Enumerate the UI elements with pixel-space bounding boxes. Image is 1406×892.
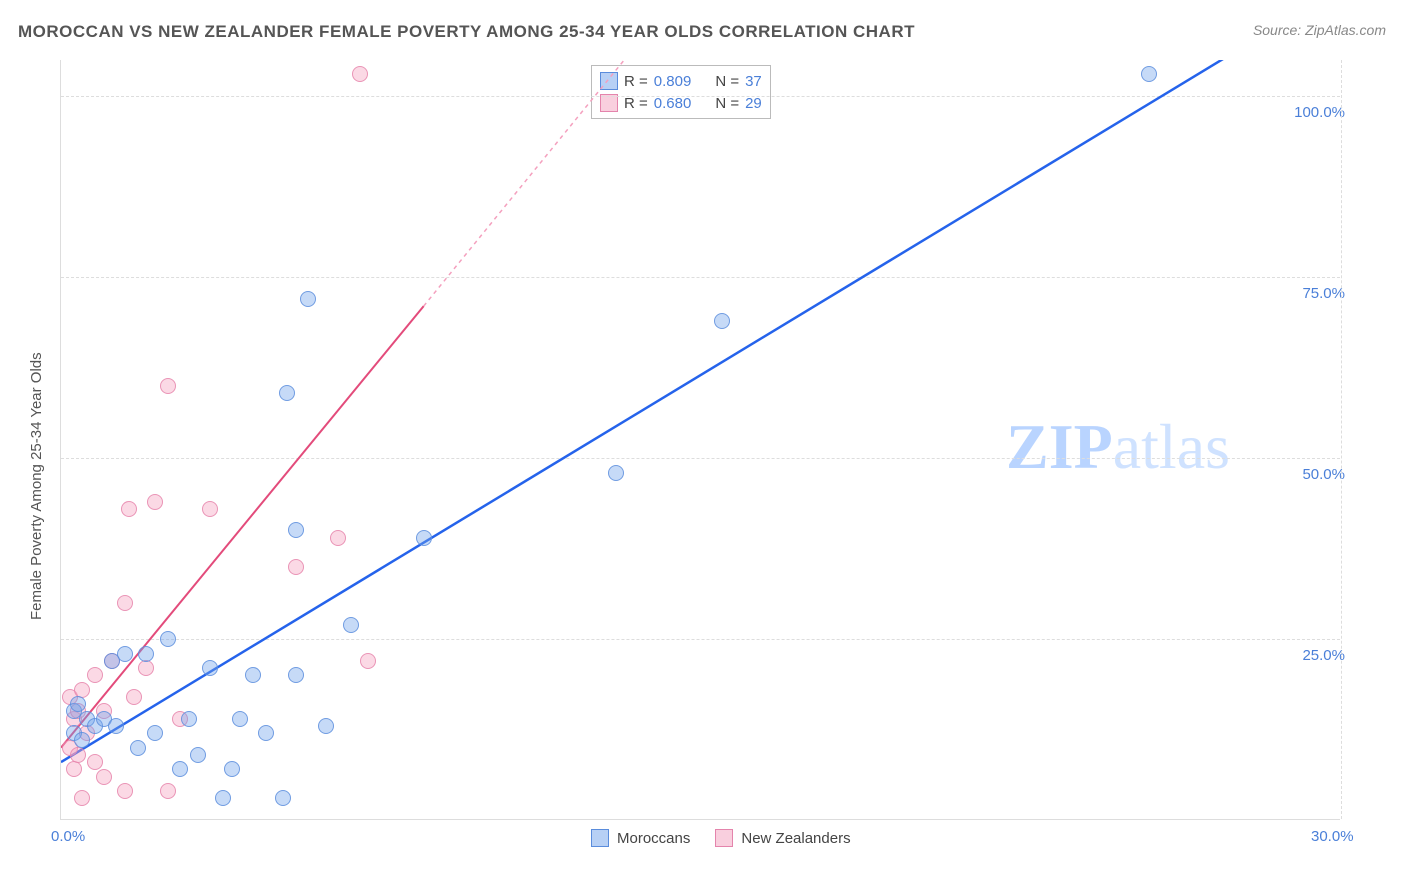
trend-lines bbox=[61, 60, 1341, 820]
scatter-point bbox=[202, 501, 218, 517]
legend-label: New Zealanders bbox=[741, 830, 850, 847]
watermark: ZIPatlas bbox=[1006, 410, 1230, 484]
scatter-point bbox=[181, 711, 197, 727]
y-tick-label: 75.0% bbox=[1302, 285, 1345, 302]
scatter-point bbox=[172, 761, 188, 777]
gridline-h bbox=[61, 458, 1340, 459]
y-tick-label: 50.0% bbox=[1302, 466, 1345, 483]
scatter-point bbox=[138, 646, 154, 662]
scatter-point bbox=[126, 689, 142, 705]
scatter-point bbox=[318, 718, 334, 734]
legend-series: Moroccans New Zealanders bbox=[591, 829, 851, 847]
y-tick-label: 100.0% bbox=[1294, 104, 1345, 121]
legend-item: Moroccans bbox=[591, 829, 690, 847]
x-tick-label: 0.0% bbox=[51, 828, 85, 845]
scatter-point bbox=[300, 291, 316, 307]
scatter-point bbox=[160, 631, 176, 647]
scatter-point bbox=[117, 783, 133, 799]
scatter-point bbox=[147, 725, 163, 741]
scatter-point bbox=[1141, 66, 1157, 82]
scatter-point bbox=[96, 769, 112, 785]
chart-title: MOROCCAN VS NEW ZEALANDER FEMALE POVERTY… bbox=[18, 22, 915, 42]
gridline-h bbox=[61, 96, 1340, 97]
scatter-point bbox=[352, 66, 368, 82]
chart-area: ZIPatlas R = 0.809N = 37R = 0.680N = 29 … bbox=[60, 60, 1340, 820]
scatter-point bbox=[288, 522, 304, 538]
scatter-point bbox=[360, 653, 376, 669]
scatter-point bbox=[108, 718, 124, 734]
scatter-point bbox=[190, 747, 206, 763]
scatter-point bbox=[202, 660, 218, 676]
scatter-point bbox=[224, 761, 240, 777]
scatter-point bbox=[608, 465, 624, 481]
y-axis-label: Female Poverty Among 25-34 Year Olds bbox=[28, 352, 45, 620]
scatter-point bbox=[87, 754, 103, 770]
legend-label: Moroccans bbox=[617, 830, 690, 847]
scatter-point bbox=[121, 501, 137, 517]
scatter-point bbox=[232, 711, 248, 727]
legend-swatch bbox=[591, 829, 609, 847]
legend-swatch bbox=[715, 829, 733, 847]
scatter-point bbox=[66, 761, 82, 777]
scatter-point bbox=[130, 740, 146, 756]
scatter-point bbox=[74, 790, 90, 806]
legend-swatch bbox=[600, 72, 618, 90]
scatter-point bbox=[288, 559, 304, 575]
scatter-point bbox=[87, 667, 103, 683]
gridline-v bbox=[1341, 60, 1342, 819]
scatter-point bbox=[258, 725, 274, 741]
scatter-point bbox=[138, 660, 154, 676]
scatter-point bbox=[215, 790, 231, 806]
scatter-point bbox=[160, 783, 176, 799]
scatter-point bbox=[343, 617, 359, 633]
legend-row: R = 0.809 N = 37 bbox=[598, 70, 764, 92]
scatter-point bbox=[70, 696, 86, 712]
scatter-point bbox=[416, 530, 432, 546]
y-tick-label: 25.0% bbox=[1302, 647, 1345, 664]
scatter-point bbox=[275, 790, 291, 806]
scatter-point bbox=[330, 530, 346, 546]
scatter-point bbox=[117, 595, 133, 611]
scatter-point bbox=[279, 385, 295, 401]
r-value: 0.809 bbox=[654, 73, 692, 90]
x-tick-label: 30.0% bbox=[1311, 828, 1354, 845]
source-attribution: Source: ZipAtlas.com bbox=[1253, 22, 1386, 38]
r-label: R = bbox=[624, 73, 648, 90]
scatter-point bbox=[714, 313, 730, 329]
scatter-point bbox=[70, 747, 86, 763]
scatter-point bbox=[147, 494, 163, 510]
gridline-h bbox=[61, 639, 1340, 640]
scatter-point bbox=[245, 667, 261, 683]
scatter-point bbox=[74, 732, 90, 748]
gridline-h bbox=[61, 277, 1340, 278]
n-label: N = bbox=[715, 73, 739, 90]
n-value: 37 bbox=[745, 73, 762, 90]
legend-correlation: R = 0.809N = 37R = 0.680N = 29 bbox=[591, 65, 771, 119]
scatter-point bbox=[160, 378, 176, 394]
scatter-point bbox=[288, 667, 304, 683]
legend-item: New Zealanders bbox=[715, 829, 850, 847]
scatter-point bbox=[117, 646, 133, 662]
